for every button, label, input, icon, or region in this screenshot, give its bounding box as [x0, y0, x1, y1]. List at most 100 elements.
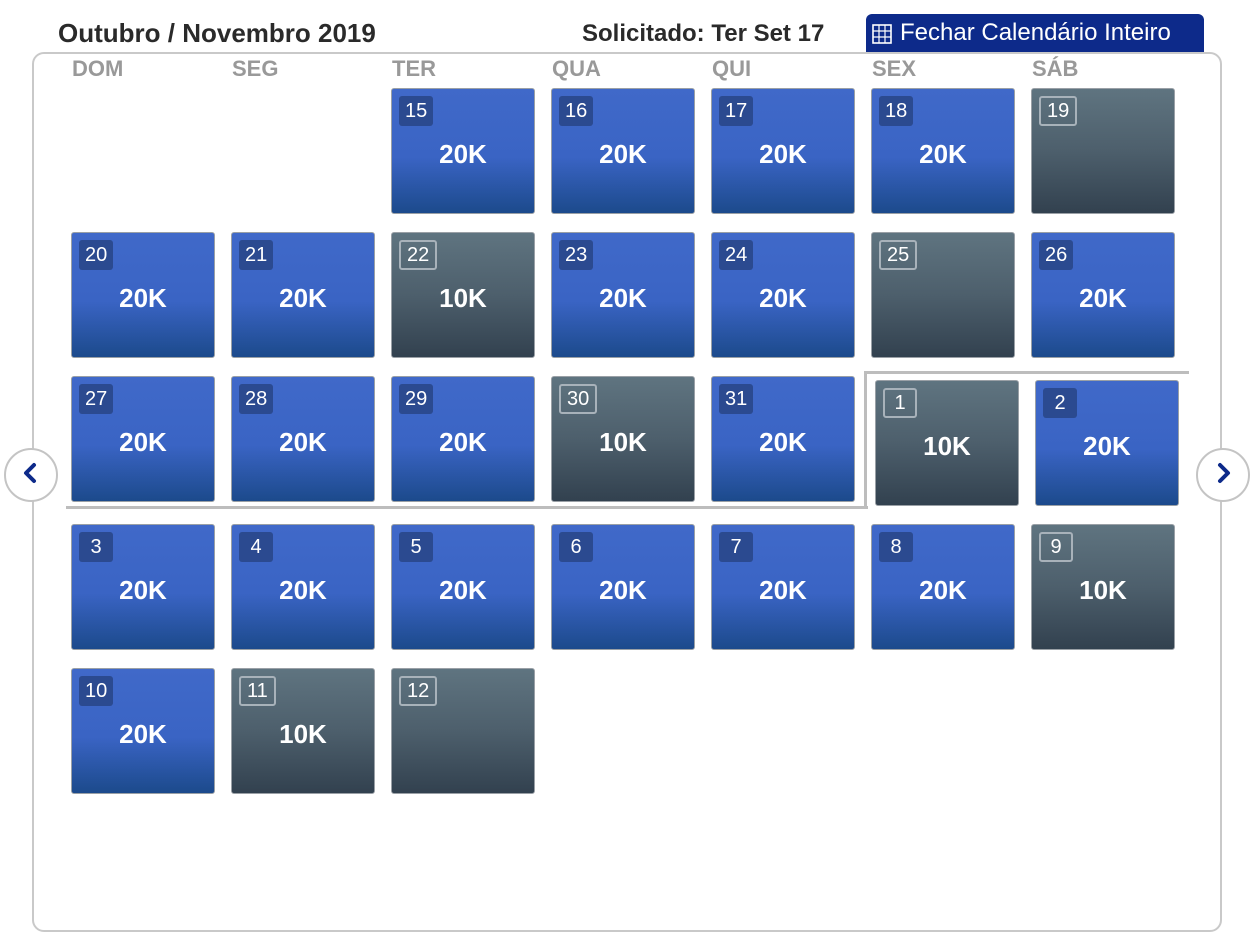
day-cell[interactable]: 16 20K	[551, 88, 695, 214]
day-number: 28	[239, 384, 274, 414]
day-number: 29	[399, 384, 434, 414]
day-number: 23	[559, 240, 594, 270]
day-cell[interactable]: 29 20K	[391, 376, 535, 502]
day-number: 3	[79, 532, 113, 562]
day-cell[interactable]: 6 20K	[551, 524, 695, 650]
day-cell[interactable]: 10 20K	[71, 668, 215, 794]
day-price: 10K	[279, 719, 327, 749]
day-number: 7	[719, 532, 753, 562]
day-number: 24	[719, 240, 754, 270]
day-price: 20K	[439, 427, 487, 457]
grid-icon	[872, 23, 892, 44]
day-price: 20K	[599, 139, 647, 169]
day-number: 19	[1039, 96, 1078, 126]
day-price: 20K	[759, 139, 807, 169]
day-cell[interactable]: 25	[871, 232, 1015, 358]
day-cell[interactable]: 30 10K	[551, 376, 695, 502]
day-cell[interactable]: 27 20K	[71, 376, 215, 502]
day-cell[interactable]: 23 20K	[551, 232, 695, 358]
day-number: 26	[1039, 240, 1074, 270]
day-number: 1	[883, 388, 917, 418]
day-number: 17	[719, 96, 754, 126]
day-cell[interactable]: 17 20K	[711, 88, 855, 214]
day-number: 21	[239, 240, 274, 270]
day-cell[interactable]: 31 20K	[711, 376, 855, 502]
day-cell[interactable]: 7 20K	[711, 524, 855, 650]
weekday-fri: SEX	[872, 56, 917, 81]
day-price: 20K	[279, 283, 327, 313]
day-number: 6	[559, 532, 593, 562]
day-cell[interactable]: 26 20K	[1031, 232, 1175, 358]
day-cell[interactable]: 22 10K	[391, 232, 535, 358]
day-price: 20K	[119, 719, 167, 749]
requested-date: Solicitado: Ter Set 17	[582, 20, 825, 47]
day-cell[interactable]: 19	[1031, 88, 1175, 214]
day-number: 15	[399, 96, 434, 126]
day-cell[interactable]: 4 20K	[231, 524, 375, 650]
day-cell[interactable]: 12	[391, 668, 535, 794]
day-price: 20K	[919, 139, 967, 169]
day-cell[interactable]: 1 10K	[875, 380, 1019, 506]
month-divider-bottom	[66, 506, 868, 509]
next-month-button[interactable]	[1196, 448, 1250, 502]
day-cell[interactable]: 15 20K	[391, 88, 535, 214]
day-number: 2	[1043, 388, 1077, 418]
day-price: 10K	[599, 427, 647, 457]
weekday-sat: SÁB	[1032, 56, 1079, 81]
day-price: 20K	[1079, 283, 1127, 313]
day-cell[interactable]: 3 20K	[71, 524, 215, 650]
day-price: 20K	[279, 575, 327, 605]
day-number: 27	[79, 384, 114, 414]
day-price: 20K	[119, 427, 167, 457]
chevron-left-icon	[19, 461, 43, 490]
day-number: 30	[559, 384, 598, 414]
day-price: 20K	[599, 283, 647, 313]
day-number: 22	[399, 240, 438, 270]
day-number: 11	[239, 676, 276, 706]
day-number: 31	[719, 384, 754, 414]
day-number: 5	[399, 532, 433, 562]
day-cell[interactable]: 28 20K	[231, 376, 375, 502]
day-price: 10K	[439, 283, 487, 313]
weekday-tue: TER	[392, 56, 436, 81]
day-cell[interactable]: 5 20K	[391, 524, 535, 650]
day-price: 20K	[599, 575, 647, 605]
day-price: 20K	[759, 427, 807, 457]
day-cell[interactable]: 2 20K	[1035, 380, 1179, 506]
day-price: 20K	[1083, 431, 1131, 461]
day-cell[interactable]: 11 10K	[231, 668, 375, 794]
day-price: 20K	[439, 575, 487, 605]
day-price: 20K	[759, 575, 807, 605]
month-divider-top	[864, 371, 1189, 374]
day-price: 20K	[119, 283, 167, 313]
day-number: 9	[1039, 532, 1073, 562]
weekday-thu: QUI	[712, 56, 752, 81]
day-price: 20K	[919, 575, 967, 605]
prev-month-button[interactable]	[4, 448, 58, 502]
day-cell[interactable]: 18 20K	[871, 88, 1015, 214]
day-price: 10K	[923, 431, 971, 461]
month-divider-vertical	[864, 371, 867, 509]
close-calendar-button[interactable]: Fechar Calendário Inteiro	[866, 14, 1204, 52]
day-number: 20	[79, 240, 114, 270]
day-cell[interactable]: 20 20K	[71, 232, 215, 358]
day-number: 4	[239, 532, 273, 562]
day-cell[interactable]: 8 20K	[871, 524, 1015, 650]
day-price: 20K	[279, 427, 327, 457]
day-cell[interactable]: 9 10K	[1031, 524, 1175, 650]
day-cell[interactable]: 24 20K	[711, 232, 855, 358]
weekday-wed: QUA	[552, 56, 601, 81]
weekday-mon: SEG	[232, 56, 279, 81]
day-number: 25	[879, 240, 918, 270]
chevron-right-icon	[1211, 461, 1235, 490]
weekday-sun: DOM	[72, 56, 124, 81]
day-number: 18	[879, 96, 914, 126]
calendar-title: Outubro / Novembro 2019	[58, 18, 376, 48]
day-number: 12	[399, 676, 438, 706]
close-calendar-label: Fechar Calendário Inteiro	[900, 19, 1171, 46]
day-cell[interactable]: 21 20K	[231, 232, 375, 358]
day-price: 20K	[759, 283, 807, 313]
day-number: 8	[879, 532, 913, 562]
day-number: 10	[79, 676, 114, 706]
day-price: 20K	[119, 575, 167, 605]
